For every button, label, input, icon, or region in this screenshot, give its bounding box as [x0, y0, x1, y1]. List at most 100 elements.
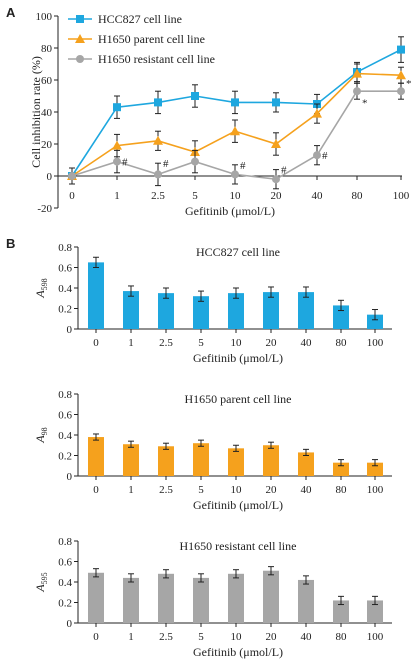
data-point: [313, 151, 321, 160]
y-tick-label: 0: [67, 324, 73, 336]
x-tick-label: 2.5: [159, 337, 173, 349]
y-tick-label: 0.2: [58, 303, 72, 315]
data-point: [272, 98, 280, 107]
y-axis-label-main: A: [33, 290, 47, 299]
data-point: [231, 170, 239, 179]
y-tick-label: 0: [47, 171, 53, 183]
x-tick-label: 5: [198, 337, 204, 349]
y-tick-label: 80: [41, 43, 53, 55]
x-tick-label: 10: [230, 190, 242, 202]
x-tick-label: 10: [231, 484, 243, 496]
y-tick-label: 0.8: [58, 536, 72, 548]
x-tick-label: 0: [93, 484, 99, 496]
legend-marker: [75, 34, 85, 43]
data-point: [112, 140, 122, 150]
y-axis-label-main: A: [33, 584, 47, 593]
bar: [193, 296, 209, 329]
x-tick-label: 80: [336, 484, 348, 496]
bar: [123, 291, 139, 329]
y-tick-label: 100: [36, 11, 53, 23]
bar: [367, 600, 383, 623]
x-tick-label: 5: [198, 484, 204, 496]
legend-label: H1650 resistant cell line: [98, 52, 215, 66]
y-tick-label: 20: [41, 139, 53, 151]
data-point: [230, 126, 240, 136]
y-tick-label: 0.8: [58, 242, 72, 254]
panel-label-b: B: [6, 236, 15, 251]
x-tick-label: 20: [266, 631, 278, 643]
y-tick-label: 0.6: [58, 262, 72, 274]
bar-chart-hcc827: 0 0.2 0.4 0.6 0.8 0 1 2.5 5 10 20 40 80 100 Gefitinib …: [33, 242, 392, 365]
legend-marker: [76, 55, 84, 63]
y-tick-label: 0.2: [58, 597, 72, 609]
data-point: [154, 170, 162, 179]
y-tick-label: 0.4: [58, 577, 72, 589]
x-tick-label: 100: [367, 484, 384, 496]
bar: [263, 292, 279, 329]
data-point: [312, 108, 322, 118]
bar: [263, 570, 279, 623]
data-point: [271, 139, 281, 148]
x-tick-label: 5: [192, 190, 198, 202]
data-point: [68, 172, 76, 180]
x-tick-label: 100: [393, 190, 410, 202]
bar: [88, 262, 104, 329]
bar: [228, 448, 244, 476]
bar-chart-h1650-resistant: 0 0.2 0.4 0.6 0.8 0 1 2.5 5 10 20 40 80 100 Gefitinib …: [33, 536, 392, 659]
legend-label: HCC827 cell line: [98, 12, 182, 26]
x-tick-label: 2.5: [159, 484, 173, 496]
x-tick-label: 0: [93, 631, 99, 643]
bar: [193, 577, 209, 623]
data-point: [191, 92, 199, 100]
y-axis-label-sub: 598: [40, 278, 49, 290]
x-tick-label: 5: [198, 631, 204, 643]
x-tick-label: 80: [336, 631, 348, 643]
data-point: [397, 87, 405, 96]
x-axis-label: Gefitinib (μmol/L): [193, 498, 283, 512]
bar: [298, 579, 314, 623]
bar: [333, 305, 349, 329]
line-chart-inhibition: -20 0 20 40 60 80 100 0 1 2.5 5 10 20 40 80 100 Gefitini…: [29, 11, 412, 218]
significance-mark: #: [281, 165, 287, 177]
bar: [158, 293, 174, 329]
x-tick-label: 1: [128, 484, 134, 496]
significance-mark: #: [163, 158, 169, 170]
y-axis-label: A595: [33, 572, 49, 592]
x-tick-label: 20: [271, 190, 283, 202]
y-tick-label: 40: [41, 107, 53, 119]
x-tick-label: 80: [352, 190, 364, 202]
x-tick-label: 40: [301, 484, 313, 496]
x-tick-label: 1: [128, 337, 134, 349]
chart-title: H1650 resistant cell line: [180, 539, 297, 553]
y-tick-label: 0.6: [58, 556, 72, 568]
y-axis-label-sub: 98: [40, 427, 49, 435]
data-point: [153, 135, 163, 145]
bar-chart-h1650-parent: 0 0.2 0.4 0.6 0.8 0 1 2.5 5 10 20 40 80 100 Gefitinib …: [33, 389, 392, 512]
x-axis-label: Gefitinib (μmol/L): [193, 351, 283, 365]
x-tick-label: 2.5: [151, 190, 165, 202]
x-tick-label: 100: [367, 631, 384, 643]
x-tick-label: 40: [301, 631, 313, 643]
data-point: [113, 157, 121, 166]
x-tick-label: 20: [266, 484, 278, 496]
y-axis-label-sub: 595: [40, 572, 49, 584]
y-tick-label: 0.4: [58, 430, 72, 442]
x-tick-label: 1: [128, 631, 134, 643]
bar: [298, 452, 314, 476]
x-tick-label: 0: [93, 337, 99, 349]
significance-mark: #: [240, 160, 246, 172]
significance-mark: #: [322, 150, 328, 162]
x-tick-label: 80: [336, 337, 348, 349]
legend-marker: [76, 15, 84, 23]
data-point: [272, 175, 280, 184]
y-tick-label: -20: [37, 203, 52, 215]
bar: [88, 572, 104, 623]
x-axis-label: Gefitinib (μmol/L): [185, 204, 275, 218]
y-tick-label: 0.6: [58, 409, 72, 421]
data-point: [154, 98, 162, 107]
bar: [367, 462, 383, 476]
x-tick-label: 40: [301, 337, 313, 349]
data-point: [397, 45, 405, 54]
x-axis-label: Gefitinib (μmol/L): [193, 645, 283, 659]
